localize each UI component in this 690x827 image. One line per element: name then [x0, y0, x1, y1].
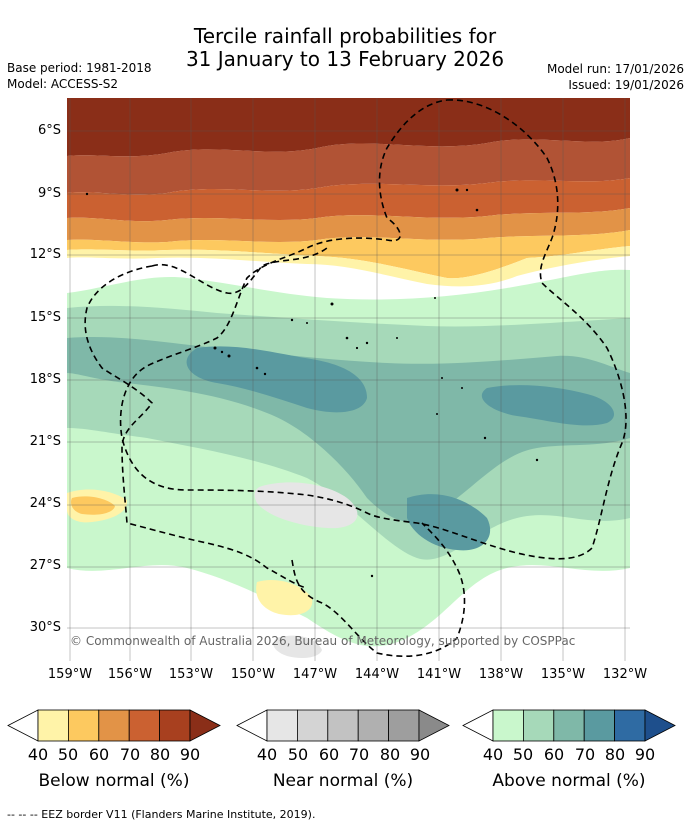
near-40-zone	[254, 482, 358, 529]
lon-label-138W: 138°W	[478, 667, 524, 682]
lon-label-147W: 147°W	[292, 667, 338, 682]
above-70-zone-east	[481, 385, 615, 426]
map-title-line2: 31 January to 13 February 2026	[185, 47, 505, 71]
colorbar-below-segment-3	[98, 709, 130, 742]
colorbar-below-segment-4	[128, 709, 160, 742]
lat-label-27S: 27°S	[29, 558, 61, 573]
legend-near-tick-90: 90	[409, 745, 431, 764]
islands	[85, 188, 539, 578]
colorbar-above-min-extension	[462, 709, 494, 742]
colorbar-above-segment-1	[492, 709, 524, 742]
near-40-zone-south	[273, 635, 322, 658]
lat-label-24S: 24°S	[29, 496, 61, 511]
lat-label-18S: 18°S	[29, 372, 61, 387]
colorbar-near-segment-5	[388, 709, 420, 742]
map-canvas	[67, 98, 630, 661]
lat-label-21S: 21°S	[29, 434, 61, 449]
lon-label-153W: 153°W	[168, 667, 214, 682]
colorbar-near	[236, 709, 450, 742]
colorbar-near-segment-4	[357, 709, 390, 742]
below-90-zone	[67, 98, 630, 157]
legend-below-tick-40: 40	[27, 745, 49, 764]
eez-french-polynesia	[119, 99, 627, 560]
below-40-patch-s	[256, 579, 313, 616]
legend-near-caption: Near normal (%)	[272, 771, 414, 791]
lon-label-144W: 144°W	[354, 667, 400, 682]
below-70-zone	[67, 178, 630, 222]
legend-below-caption: Below normal (%)	[38, 771, 190, 791]
lat-label-30S: 30°S	[29, 620, 61, 635]
colorbar-near-segment-1	[266, 709, 298, 742]
colorbar-above-segment-5	[614, 709, 646, 742]
lat-label-6S: 6°S	[37, 123, 61, 138]
model-name: Model: ACCESS-S2	[7, 77, 119, 91]
issued-date: Issued: 19/01/2026	[568, 78, 684, 92]
map-title-line1: Tercile rainfall probabilities for	[193, 24, 497, 48]
below-50-patch-sw	[71, 496, 115, 515]
below-80-zone	[67, 138, 630, 195]
eez-cook-islands	[84, 247, 328, 589]
lon-label-159W: 159°W	[47, 667, 93, 682]
colorbar-near-max-extension	[418, 709, 450, 742]
legend-colorbars	[7, 709, 676, 742]
lat-label-15S: 15°S	[29, 310, 61, 325]
colorbar-near-segment-3	[327, 709, 359, 742]
legend-above-tick-90: 90	[634, 745, 656, 764]
colorbar-near-min-extension	[236, 709, 268, 742]
model-run: Model run: 17/01/2026	[546, 62, 684, 76]
colorbar-above	[462, 709, 676, 742]
legend-below-tick-60: 60	[88, 745, 110, 764]
probability-map	[67, 98, 630, 661]
above-60-zone	[67, 337, 630, 522]
above-70-zone	[186, 346, 367, 413]
colorbar-above-segment-4	[583, 709, 616, 742]
below-40-zone	[67, 246, 630, 287]
colorbar-near-segment-2	[296, 709, 329, 742]
legend-near-tick-60: 60	[318, 745, 340, 764]
lon-label-141W: 141°W	[416, 667, 462, 682]
meta-right: Model run: 17/01/2026 Issued: 19/01/2026	[547, 61, 684, 93]
below-60-zone	[67, 208, 630, 243]
eez-borders	[84, 99, 627, 658]
colorbar-below-max-extension	[189, 709, 221, 742]
legend-below-tick-70: 70	[119, 745, 141, 764]
legend-above-caption: Above normal (%)	[492, 771, 646, 791]
legend-above-tick-50: 50	[512, 745, 534, 764]
eez-footnote: -- -- -- EEZ border V11 (Flanders Marine…	[7, 808, 316, 821]
above-70-zone-south	[407, 494, 491, 551]
colorbar-above-max-extension	[644, 709, 676, 742]
colorbar-above-segment-3	[553, 709, 585, 742]
legend-near-tick-70: 70	[348, 745, 370, 764]
colorbar-above-segment-2	[523, 709, 555, 742]
legend-below-tick-50: 50	[57, 745, 79, 764]
legend-below-tick-80: 80	[149, 745, 171, 764]
lon-label-150W: 150°W	[230, 667, 276, 682]
colorbar-below-segment-5	[159, 709, 191, 742]
legend-near-tick-80: 80	[379, 745, 401, 764]
lon-label-132W: 132°W	[602, 667, 648, 682]
colorbar-below	[7, 709, 221, 742]
lat-label-9S: 9°S	[37, 186, 61, 201]
legend-below-tick-90: 90	[179, 745, 201, 764]
base-period: Base period: 1981-2018	[7, 61, 152, 75]
legend-near-tick-40: 40	[256, 745, 278, 764]
lon-label-135W: 135°W	[540, 667, 586, 682]
eez-pitcairn	[291, 522, 466, 658]
below-50-zone	[67, 230, 630, 279]
colorbar-below-segment-1	[37, 709, 69, 742]
legend-above-tick-60: 60	[543, 745, 565, 764]
lat-label-12S: 12°S	[29, 247, 61, 262]
legend-above-tick-80: 80	[604, 745, 626, 764]
legend-above-tick-70: 70	[574, 745, 596, 764]
copyright-notice: © Commonwealth of Australia 2026, Bureau…	[70, 634, 576, 648]
colorbar-below-min-extension	[7, 709, 39, 742]
lon-label-156W: 156°W	[107, 667, 153, 682]
legend-above-tick-40: 40	[482, 745, 504, 764]
meta-left: Base period: 1981-2018 Model: ACCESS-S2	[7, 60, 152, 92]
legend-near-tick-50: 50	[287, 745, 309, 764]
colorbar-below-segment-2	[68, 709, 100, 742]
